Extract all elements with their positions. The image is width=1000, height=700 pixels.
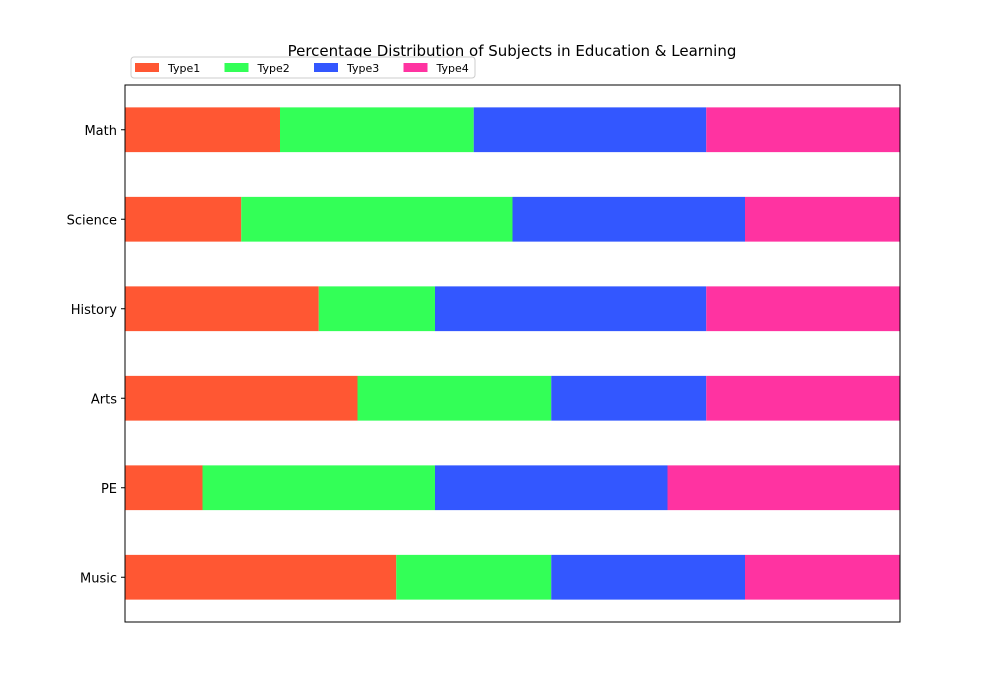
bar-pe-type1 (125, 465, 203, 511)
bar-music-type3 (551, 554, 745, 600)
legend-swatch-type3 (314, 63, 338, 72)
bar-science-type1 (125, 196, 242, 242)
y-tick-label-arts: Arts (91, 392, 117, 407)
bar-music-type1 (125, 554, 397, 600)
y-tick-label-history: History (71, 303, 118, 318)
legend: Type1 Type2 Type3 Type4 (130, 56, 476, 79)
bar-pe-type4 (667, 465, 900, 511)
y-tick-label-music: Music (80, 571, 117, 586)
bar-history-type3 (435, 286, 707, 332)
plot-area-frame (124, 84, 901, 623)
bar-math-type4 (706, 107, 900, 153)
bar-history-type1 (125, 286, 319, 332)
bar-math-type1 (125, 107, 280, 153)
bar-science-type3 (512, 196, 745, 242)
bar-arts-type3 (551, 375, 707, 421)
legend-swatch-type1 (135, 63, 159, 72)
chart-title: Percentage Distribution of Subjects in E… (288, 42, 737, 60)
y-tick-label-math: Math (84, 124, 117, 139)
bar-pe-type3 (435, 465, 668, 511)
bar-history-type2 (318, 286, 435, 332)
bar-history-type4 (706, 286, 900, 332)
y-tick-label-pe: PE (101, 482, 117, 497)
bar-music-type2 (396, 554, 552, 600)
legend-swatch-type4 (403, 63, 428, 72)
legend-label-type4: Type4 (436, 62, 469, 75)
bars-group (125, 107, 900, 600)
bar-arts-type2 (357, 375, 552, 421)
bar-math-type3 (473, 107, 707, 153)
bar-arts-type4 (706, 375, 900, 421)
legend-label-type1: Type1 (167, 62, 200, 75)
legend-swatch-type2 (224, 63, 249, 72)
bar-pe-type2 (202, 465, 435, 511)
bar-music-type4 (745, 554, 900, 600)
legend-label-type2: Type2 (257, 62, 290, 75)
bar-science-type2 (241, 196, 513, 242)
legend-label-type3: Type3 (346, 62, 379, 75)
bar-arts-type1 (125, 375, 358, 421)
legend-frame (130, 56, 476, 79)
y-axis-ticks: Math Science History Arts PE Music (67, 124, 125, 586)
bar-math-type2 (280, 107, 474, 153)
bar-science-type4 (745, 196, 900, 242)
y-tick-label-science: Science (67, 213, 117, 228)
